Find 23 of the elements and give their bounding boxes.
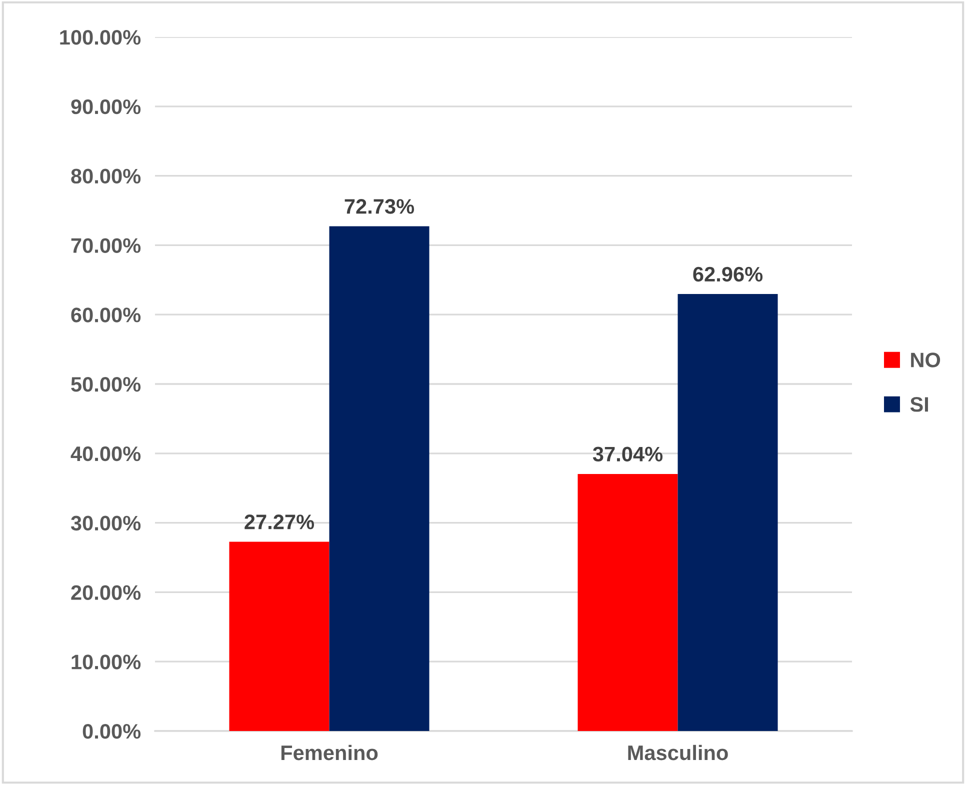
data-label: 62.96%	[693, 266, 763, 282]
legend-label: SI	[910, 397, 928, 412]
y-tick-label: 20.00%	[71, 585, 141, 600]
y-tick-label: 80.00%	[71, 168, 141, 184]
bar	[678, 294, 778, 731]
y-tick-label: 50.00%	[71, 377, 141, 392]
y-tick-label: 90.00%	[71, 99, 141, 114]
bar	[329, 226, 430, 731]
y-tick-label: 70.00%	[71, 238, 141, 253]
y-tick-label: 40.00%	[70, 446, 141, 462]
y-tick-label: 100.00%	[60, 30, 141, 45]
data-label: 72.73%	[344, 199, 414, 214]
data-label: 27.27%	[244, 514, 314, 530]
data-label: 37.04%	[592, 446, 663, 462]
y-tick-label: 30.00%	[70, 516, 141, 531]
legend-label: NO	[911, 352, 940, 368]
bar	[578, 474, 678, 731]
y-tick-label: 10.00%	[72, 654, 141, 670]
x-tick-label: Femenino	[281, 744, 378, 760]
y-tick-label: 60.00%	[71, 308, 141, 322]
y-tick-label: 0.00%	[82, 724, 141, 739]
x-tick-label: Masculino	[628, 744, 728, 760]
bar	[229, 542, 330, 731]
